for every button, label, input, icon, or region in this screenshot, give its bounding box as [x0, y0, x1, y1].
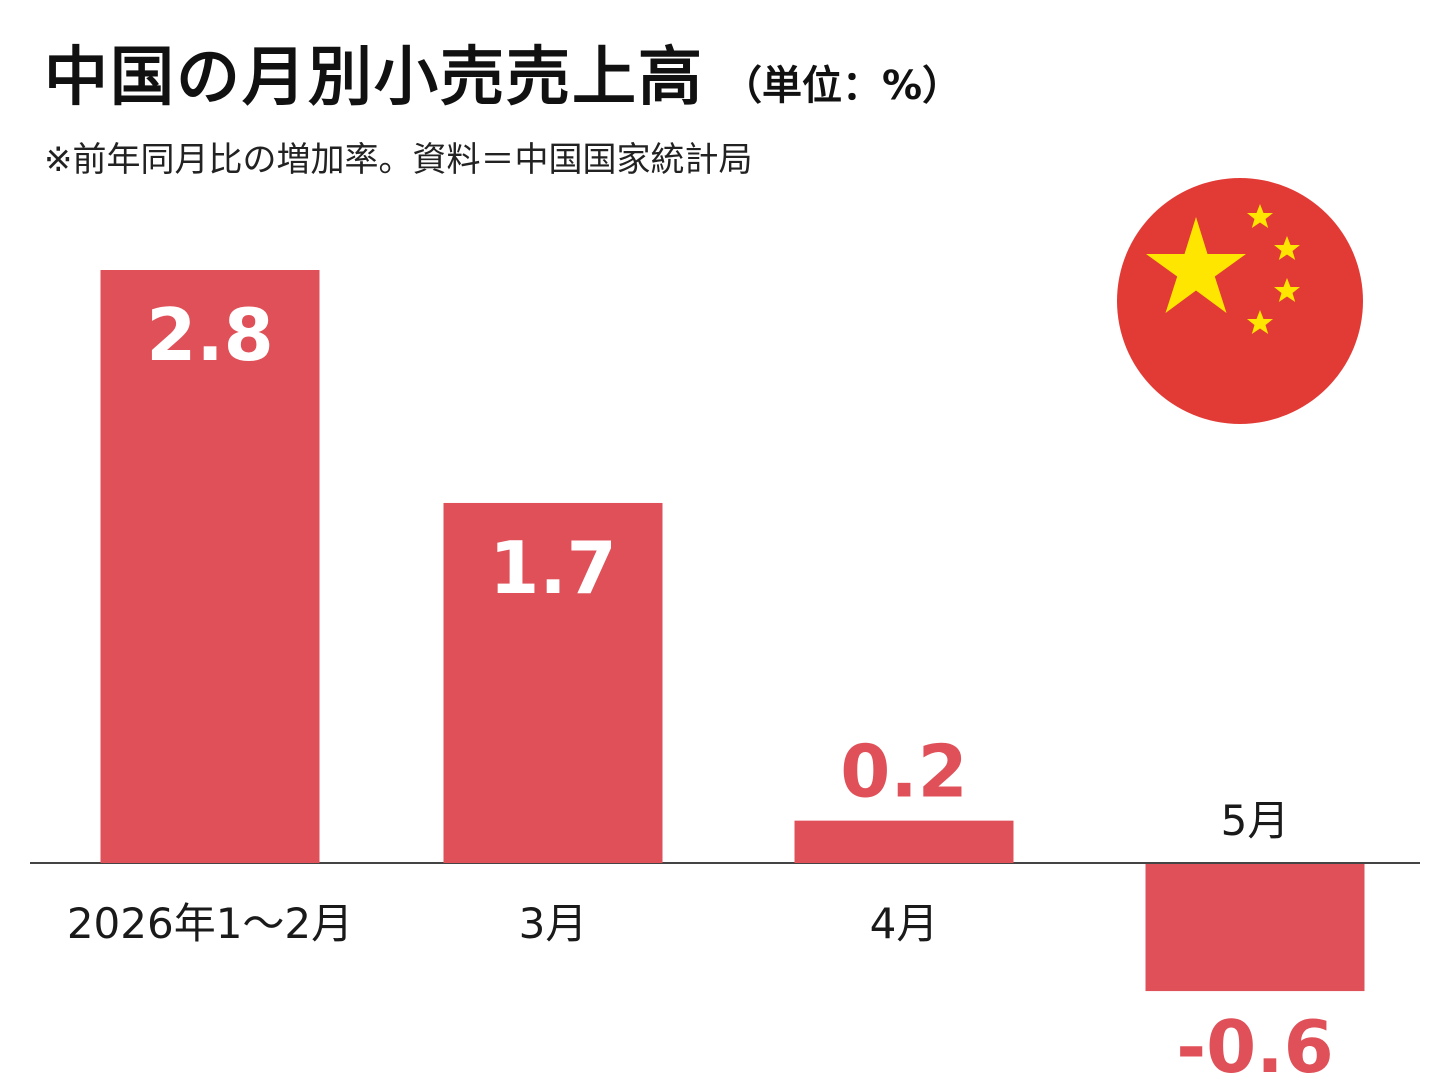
china-flag-icon — [1117, 178, 1363, 424]
category-label-4: 5月 — [1221, 796, 1290, 845]
value-label-3: 0.2 — [840, 730, 968, 814]
category-label-1: 2026年1～2月 — [67, 899, 353, 948]
bar-1 — [100, 270, 320, 863]
chart-subtitle: ※前年同月比の増加率。資料＝中国国家統計局 — [44, 140, 753, 180]
category-label-3: 4月 — [870, 899, 939, 948]
value-label-1: 2.8 — [146, 293, 274, 377]
title-row: 中国の月別小売売上高 （単位：%） — [44, 26, 962, 118]
bar-3 — [794, 820, 1014, 863]
flag-big-star — [1146, 217, 1246, 313]
category-label-2: 3月 — [519, 899, 588, 948]
flag-small-star-3 — [1274, 278, 1300, 302]
value-label-2: 1.7 — [489, 526, 617, 610]
chart-title: 中国の月別小売売上高 — [44, 41, 704, 115]
bar-4 — [1145, 864, 1365, 992]
flag-small-star-1 — [1247, 204, 1273, 228]
flag-small-star-4 — [1247, 310, 1273, 334]
flag-small-star-2 — [1274, 236, 1300, 260]
unit-label: （単位：%） — [722, 63, 963, 109]
flag-circle — [1117, 178, 1363, 424]
bar-2 — [443, 502, 663, 863]
value-label-4: -0.6 — [1176, 1005, 1333, 1086]
